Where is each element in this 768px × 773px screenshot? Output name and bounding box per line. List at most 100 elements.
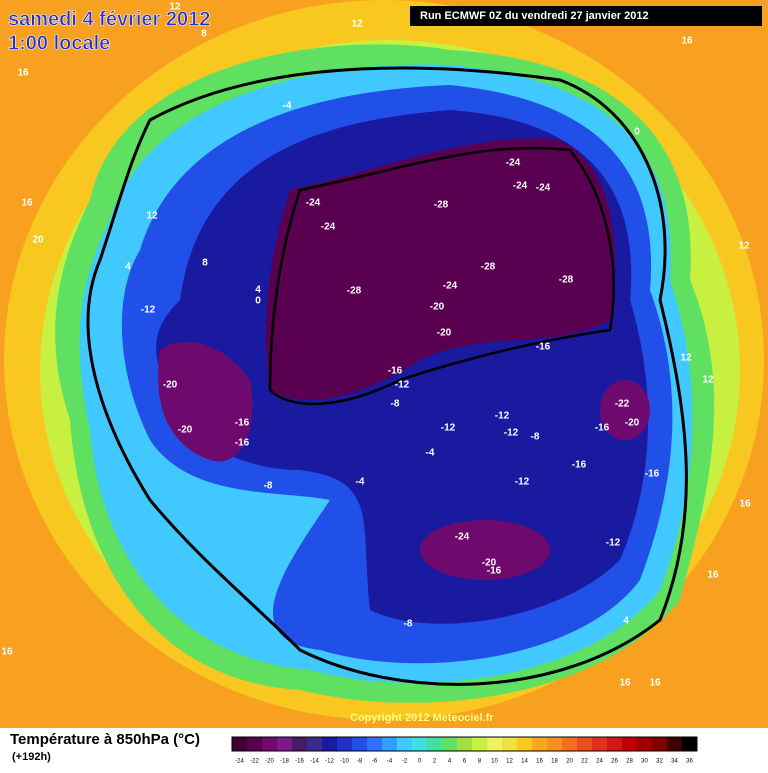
contour-label: -20 <box>430 302 445 313</box>
colorbar-label: 22 <box>581 759 588 765</box>
contour-label: -12 <box>504 428 519 439</box>
contour-label: -20 <box>437 328 452 339</box>
colorbar-swatch <box>247 737 262 751</box>
contour-label: -24 <box>321 222 336 233</box>
colorbar-label: -4 <box>387 759 393 765</box>
colorbar-label: -10 <box>340 759 349 765</box>
contour-label: -8 <box>531 432 540 443</box>
contour-label: -24 <box>506 158 521 169</box>
colorbar-label: 2 <box>433 759 437 765</box>
colorbar-swatch <box>292 737 307 751</box>
colorbar-swatch <box>397 737 412 751</box>
contour-label: -24 <box>513 181 528 192</box>
contour-label: -20 <box>163 380 178 391</box>
colorbar-label: 14 <box>521 759 528 765</box>
colorbar-swatch <box>532 737 547 751</box>
contour-label: 12 <box>169 2 181 13</box>
colorbar-label: -20 <box>265 759 274 765</box>
colorbar-swatch <box>652 737 667 751</box>
colorbar-label: 24 <box>596 759 603 765</box>
contour-label: -12 <box>495 411 510 422</box>
colorbar-label: -12 <box>325 759 334 765</box>
colorbar-label: 26 <box>611 759 618 765</box>
colorbar-label: -18 <box>280 759 289 765</box>
colorbar-label: 18 <box>551 759 558 765</box>
colorbar-label: 16 <box>536 759 543 765</box>
contour-label: -8 <box>391 399 400 410</box>
colorbar-swatch <box>262 737 277 751</box>
contour-label: -16 <box>235 418 250 429</box>
contour-label: 16 <box>649 678 661 689</box>
map-labels: -24-24 -24-24-24-28-28-28-28-24-20-20-16-… <box>1 2 751 689</box>
run-box <box>410 6 762 26</box>
colorbar-swatch <box>547 737 562 751</box>
colorbar-label: -22 <box>250 759 259 765</box>
colorbar-label: 0 <box>418 759 422 765</box>
contour-label: -16 <box>487 566 502 577</box>
contour-label: 16 <box>1 647 13 658</box>
map <box>0 0 768 728</box>
colorbar-swatch <box>457 737 472 751</box>
contour-label: 0 <box>255 296 261 307</box>
contour-label: 12 <box>146 211 158 222</box>
contour-label: 12 <box>738 241 750 252</box>
colorbar-swatch <box>367 737 382 751</box>
colorbar-swatch <box>412 737 427 751</box>
map-title: samedi 4 février 2012 <box>8 8 210 30</box>
contour-label: 4 <box>125 262 131 273</box>
colorbar-swatch <box>637 737 652 751</box>
colorbar-label: 28 <box>626 759 633 765</box>
footer-title: Température à 850hPa (°C) <box>10 731 200 748</box>
contour-label: 16 <box>619 678 631 689</box>
contour-label: -24 <box>455 532 470 543</box>
contour-label: -4 <box>283 101 292 112</box>
contour-label: -16 <box>536 342 551 353</box>
colorbar-swatch <box>487 737 502 751</box>
colorbar-swatch <box>232 737 247 751</box>
contour-label: 16 <box>21 198 33 209</box>
colorbar-swatch <box>502 737 517 751</box>
colorbar-label: 10 <box>491 759 498 765</box>
colorbar-swatch <box>607 737 622 751</box>
colorbar-label: 32 <box>656 759 663 765</box>
contour-label: -4 <box>426 448 435 459</box>
contour-label: 8 <box>201 29 207 40</box>
colorbar-label: -14 <box>310 759 319 765</box>
contour-label: -16 <box>235 438 250 449</box>
colorbar-label: 12 <box>506 759 513 765</box>
colorbar-label: 30 <box>641 759 648 765</box>
colorbar-swatch <box>592 737 607 751</box>
contour-label: 12 <box>351 19 363 30</box>
contour-label: 12 <box>680 353 692 364</box>
contour-label: -28 <box>434 200 449 211</box>
contour-label: -16 <box>388 366 403 377</box>
contour-label: 16 <box>707 570 719 581</box>
contour-label: -12 <box>141 305 156 316</box>
colorbar: -24 -22 -20 -18 -16 -14 -12 -10 -8 -6 -4 -2 0 2 4 6 8 10 1… <box>231 736 698 765</box>
contour-label: -8 <box>264 481 273 492</box>
colorbar-label: 36 <box>686 759 693 765</box>
colorbar-label: -6 <box>372 759 378 765</box>
colorbar-label: 20 <box>566 759 573 765</box>
colorbar-swatch <box>322 737 337 751</box>
contour-label: -28 <box>559 275 574 286</box>
contour-label: -12 <box>441 423 456 434</box>
colorbar-swatch <box>517 737 532 751</box>
contour-label: 12 <box>702 375 714 386</box>
contour-label: -24 <box>443 281 458 292</box>
colorbar-swatch <box>622 737 637 751</box>
colorbar-swatch <box>472 737 487 751</box>
colorbar-swatch <box>577 737 592 751</box>
contour-label: -4 <box>356 477 365 488</box>
contour-label: 8 <box>202 258 208 269</box>
copyright: Copyright 2012 Meteociel.fr <box>350 712 494 724</box>
contour-label: -12 <box>606 538 621 549</box>
colorbar-label: -24 <box>235 759 244 765</box>
colorbar-label: -8 <box>357 759 363 765</box>
contour-label: -12 <box>395 380 410 391</box>
contour-label: -22 <box>615 399 630 410</box>
contour-label: -28 <box>481 262 496 273</box>
contour-label: 16 <box>739 499 751 510</box>
contour-label: 4 <box>623 616 629 627</box>
